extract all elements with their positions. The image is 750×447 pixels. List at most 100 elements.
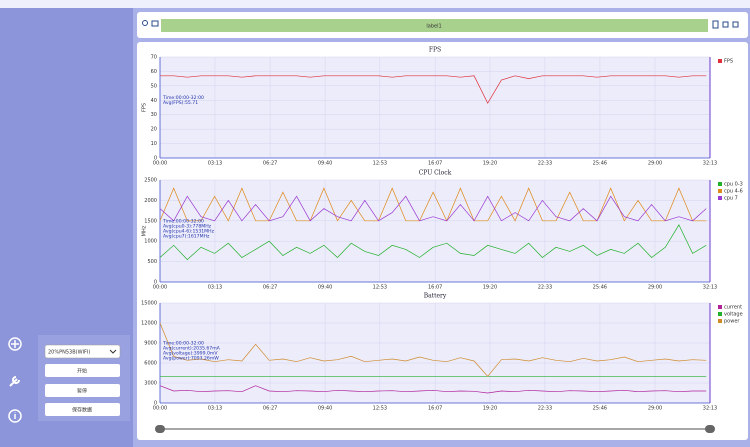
info-button[interactable] <box>8 409 22 423</box>
y-tick-label: 12000 <box>141 321 157 327</box>
device-dropdown[interactable] <box>44 344 121 359</box>
x-tick-label: 06:27 <box>263 406 277 412</box>
legend-swatch <box>718 305 722 309</box>
x-tick-label: 03:13 <box>208 406 222 412</box>
y-tick-label: 1500 <box>144 218 157 224</box>
x-tick-label: 09:40 <box>318 285 332 291</box>
y-tick-label: 3000 <box>144 381 157 387</box>
tools-button[interactable] <box>9 376 20 387</box>
annotation: Avg(cpu4-6):1531MHz <box>163 229 215 235</box>
pause-button[interactable] <box>45 384 120 397</box>
legend-swatch <box>718 59 722 63</box>
legend-label: power <box>724 319 740 325</box>
y-tick-label: 40 <box>151 98 157 104</box>
y-tick-label: 0 <box>154 401 157 407</box>
dropdown-arrow <box>109 349 117 354</box>
toolbar-label: label1 <box>426 24 441 30</box>
y-tick-label: 2000 <box>144 198 157 204</box>
y-tick-label: 9000 <box>144 341 157 347</box>
x-tick-label: 16:07 <box>428 285 442 291</box>
x-tick-label: 03:13 <box>208 161 222 167</box>
series-line <box>159 224 707 261</box>
y-tick-label: 500 <box>147 259 157 265</box>
y-tick-label: 2500 <box>144 178 157 184</box>
x-tick-label: 25:46 <box>593 406 607 412</box>
x-tick-label: 00:00 <box>153 285 167 291</box>
y-tick-label: 10 <box>151 141 157 147</box>
legend-swatch <box>718 312 722 316</box>
button-label: 暂停 <box>77 388 87 395</box>
x-tick-label: 19:20 <box>483 161 497 167</box>
x-tick-label: 12:53 <box>373 406 387 412</box>
x-tick-label: 29:00 <box>648 161 662 167</box>
y-tick-label: 50 <box>151 83 157 89</box>
y-tick-label: 0 <box>154 156 157 162</box>
legend-label: cpu 0-3 <box>724 182 743 188</box>
legend-label: cpu 4-6 <box>724 189 743 195</box>
legend-label: FPS <box>724 59 733 65</box>
legend-swatch <box>718 189 722 193</box>
x-tick-label: 19:20 <box>483 406 497 412</box>
x-tick-label: 32:13 <box>703 285 717 291</box>
annotation: Avg(voltage):3999.0mV <box>163 351 218 357</box>
x-tick-label: 09:40 <box>318 161 332 167</box>
legend-swatch <box>718 196 722 200</box>
series-line <box>159 322 707 377</box>
annotation: Time:00:00-32:00 <box>162 341 204 347</box>
legend-label: cpu 7 <box>724 196 738 202</box>
slider-handle[interactable] <box>155 425 165 433</box>
x-tick-label: 32:13 <box>703 406 717 412</box>
start-button[interactable] <box>45 364 120 377</box>
button-label: 保存数据 <box>72 407 92 414</box>
button-label: 开始 <box>77 368 87 375</box>
legend-label: voltage <box>724 312 743 318</box>
x-tick-label: 32:13 <box>703 161 717 167</box>
x-tick-label: 16:07 <box>428 161 442 167</box>
user-icon[interactable] <box>142 20 148 26</box>
y-tick-label: 0 <box>154 280 157 286</box>
series-line <box>160 75 707 104</box>
x-tick-label: 22:33 <box>538 161 552 167</box>
x-tick-label: 06:27 <box>263 285 277 291</box>
export-icon[interactable] <box>722 21 729 28</box>
add-icon <box>11 340 19 348</box>
y-tick-label: 30 <box>151 112 157 118</box>
annotation: Time:00:00-32:00 <box>162 219 204 225</box>
series-line <box>159 195 707 222</box>
x-tick-label: 12:53 <box>373 161 387 167</box>
y-tick-label: 20 <box>151 127 157 133</box>
x-tick-label: 25:46 <box>593 161 607 167</box>
x-tick-label: 22:33 <box>538 406 552 412</box>
legend-label: current <box>724 305 742 311</box>
x-tick-label: 06:27 <box>263 161 277 167</box>
annotation: Avg(cpu0-3):778MHz <box>163 224 212 230</box>
annotation: Avg(current):2035.67mA <box>163 346 221 352</box>
x-tick-label: 25:46 <box>593 285 607 291</box>
device-name: 20%PN53B(WIFI) <box>48 350 90 356</box>
chart-title: Battery <box>424 293 447 300</box>
x-tick-label: 29:00 <box>648 406 662 412</box>
series-line <box>159 385 707 394</box>
annotation: Avg(FPS):55.71 <box>163 100 198 106</box>
legend-swatch <box>718 319 722 323</box>
save-button[interactable] <box>45 403 120 416</box>
save-icon[interactable] <box>712 20 719 29</box>
x-tick-label: 22:33 <box>538 285 552 291</box>
annotation: Time:00:00-32:00 <box>162 95 204 101</box>
settings-icon[interactable] <box>732 21 739 28</box>
y-axis-label: MHz <box>142 225 148 236</box>
x-tick-label: 03:13 <box>208 285 222 291</box>
add-button[interactable] <box>8 337 22 351</box>
slider-handle[interactable] <box>705 425 715 433</box>
x-tick-label: 12:53 <box>373 285 387 291</box>
title-bar <box>0 0 750 8</box>
chart-title: FPS <box>429 47 441 54</box>
y-tick-label: 6000 <box>144 361 157 367</box>
annotation: Avg(power):7093.26mW <box>163 356 219 362</box>
y-axis-label: FPS <box>142 103 148 112</box>
x-tick-label: 09:40 <box>318 406 332 412</box>
legend-swatch <box>718 182 722 186</box>
y-tick-label: 60 <box>151 69 157 75</box>
device-icon[interactable] <box>151 20 159 27</box>
y-tick-label: 70 <box>151 55 157 61</box>
